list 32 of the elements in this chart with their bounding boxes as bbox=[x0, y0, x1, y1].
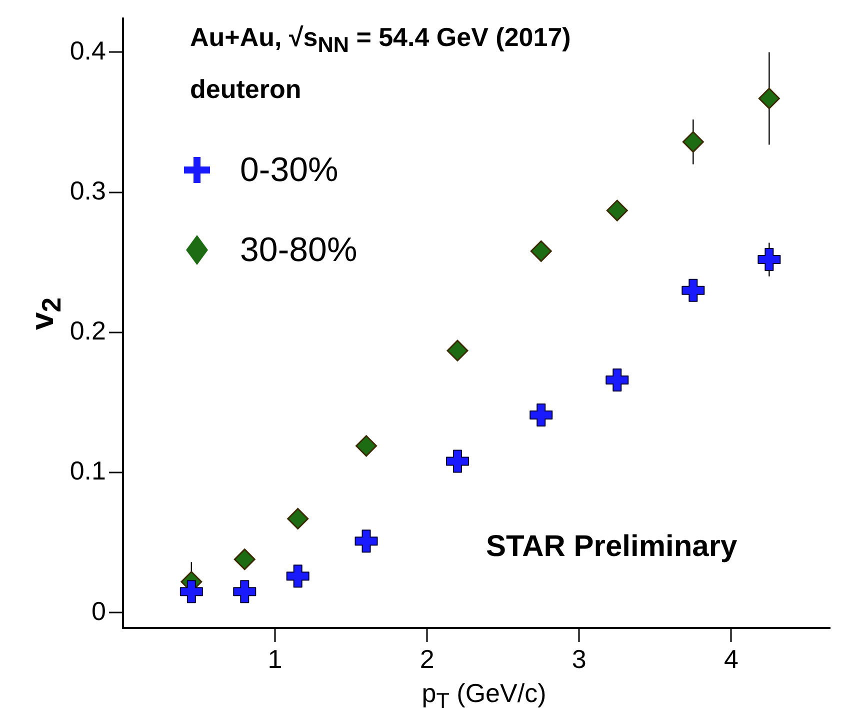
x-tick-label: 2 bbox=[420, 644, 434, 674]
legend-label: 0-30% bbox=[240, 150, 338, 190]
point bbox=[234, 548, 256, 570]
y-tick-label: 0.2 bbox=[70, 316, 106, 346]
point bbox=[530, 404, 553, 427]
y-tick-label: 0.4 bbox=[70, 35, 106, 66]
point bbox=[446, 340, 468, 362]
point bbox=[354, 530, 378, 553]
annotation: Au+Au, √s$_{NN}$ = 54.4 GeV (2017) bbox=[190, 22, 571, 58]
y-tick-label: 0 bbox=[92, 596, 106, 626]
point bbox=[606, 368, 629, 392]
point bbox=[356, 435, 378, 457]
x-axis-title: p$_{T}$ (GeV/c) bbox=[422, 678, 546, 714]
x-tick-label: 4 bbox=[724, 644, 738, 674]
legend-label: 30-80% bbox=[240, 230, 358, 270]
y-tick-label: 0.1 bbox=[70, 456, 106, 486]
point bbox=[682, 131, 704, 153]
point bbox=[758, 248, 781, 272]
y-tick-label: 0.3 bbox=[70, 175, 106, 206]
point bbox=[287, 508, 309, 530]
annotation: deuteron bbox=[190, 74, 302, 105]
x-tick-label: 3 bbox=[572, 644, 586, 674]
point bbox=[530, 240, 552, 262]
x-tick-label: 1 bbox=[268, 644, 282, 674]
point bbox=[233, 580, 256, 604]
point bbox=[682, 278, 705, 302]
annotation: STAR Preliminary bbox=[486, 530, 738, 564]
point bbox=[286, 564, 310, 588]
point bbox=[446, 450, 469, 473]
point bbox=[180, 580, 203, 604]
point bbox=[758, 88, 780, 110]
point bbox=[606, 200, 628, 222]
